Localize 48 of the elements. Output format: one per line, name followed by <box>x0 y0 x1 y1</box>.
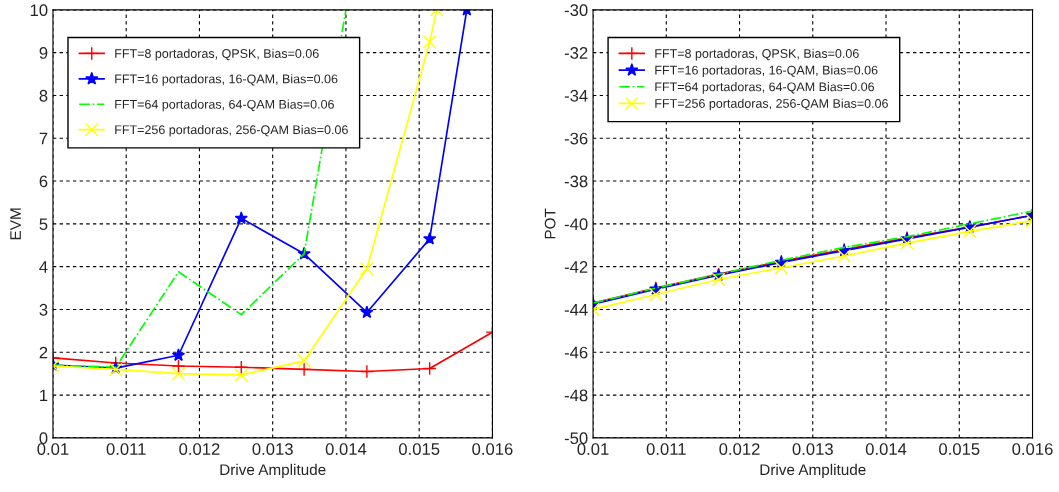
legend-label: FFT=64 portadoras, 64-QAM Bias=0.06 <box>115 99 334 112</box>
x-tick-label: 0.011 <box>646 443 686 455</box>
y-tick-label: 5 <box>39 218 48 231</box>
y-tick-label: 4 <box>39 261 48 273</box>
x-tick-label: 0.011 <box>106 443 146 455</box>
y-tick-label: 1 <box>40 389 48 402</box>
y-axis-title: POT <box>544 208 556 239</box>
x-tick-label: 0.012 <box>179 443 220 455</box>
y-tick-label: -42 <box>564 261 588 273</box>
x-tick-label: 0.013 <box>792 443 833 455</box>
y-tick-label: -30 <box>564 4 588 17</box>
y-tick-label: 8 <box>39 89 48 102</box>
x-tick-label: 0.015 <box>398 443 440 455</box>
legend-label: FFT=8 portadoras, QPSK, Bias=0.06 <box>115 48 319 61</box>
legend-label: FFT=256 portadoras, 256-QAM Bias=0.06 <box>115 124 348 137</box>
x-axis-title: Drive Amplitude <box>760 463 866 479</box>
y-tick-label: -44 <box>564 304 588 316</box>
legend-label: FFT=16 portadoras, 16-QAM, Bias=0.06 <box>115 74 338 86</box>
x-tick-label: 0.013 <box>252 443 293 455</box>
y-tick-label: 10 <box>30 4 48 17</box>
y-tick-label: -48 <box>564 389 588 402</box>
x-tick-label: 0.015 <box>939 443 980 455</box>
legend-label: FFT=16 portadoras, 16-QAM, Bias=0.06 <box>655 65 878 78</box>
legend-label: FFT=8 portadoras, QPSK, Bias=0.06 <box>655 48 859 61</box>
y-tick-label: 0 <box>39 432 48 445</box>
y-tick-label: 9 <box>39 47 48 59</box>
y-tick-label: -40 <box>564 218 588 231</box>
x-tick-label: 0.014 <box>865 443 907 455</box>
y-tick-label: 7 <box>39 132 48 145</box>
y-tick-label: 2 <box>39 346 48 359</box>
y-axis-title: EVM <box>10 208 21 240</box>
x-tick-label: 0.01 <box>37 443 69 455</box>
y-tick-label: -50 <box>564 432 588 445</box>
x-tick-label: 0.016 <box>472 443 513 455</box>
y-tick-label: -36 <box>564 132 588 145</box>
legend-label: FFT=64 portadoras, 64-QAM Bias=0.06 <box>655 82 875 94</box>
y-tick-label: -34 <box>564 89 588 102</box>
y-tick-label: -46 <box>564 346 588 359</box>
y-tick-label: -32 <box>564 47 588 59</box>
y-tick-label: 6 <box>39 175 48 188</box>
y-tick-label: 3 <box>39 303 48 316</box>
x-tick-label: 0.01 <box>577 443 609 455</box>
y-tick-label: -38 <box>564 175 588 188</box>
legend-label: FFT=256 portadoras, 256-QAM Bias=0.06 <box>655 98 888 111</box>
x-tick-label: 0.014 <box>325 443 367 455</box>
x-tick-label: 0.012 <box>719 443 760 455</box>
x-tick-label: 0.016 <box>1012 443 1053 455</box>
x-axis-title: Drive Amplitude <box>220 463 326 479</box>
